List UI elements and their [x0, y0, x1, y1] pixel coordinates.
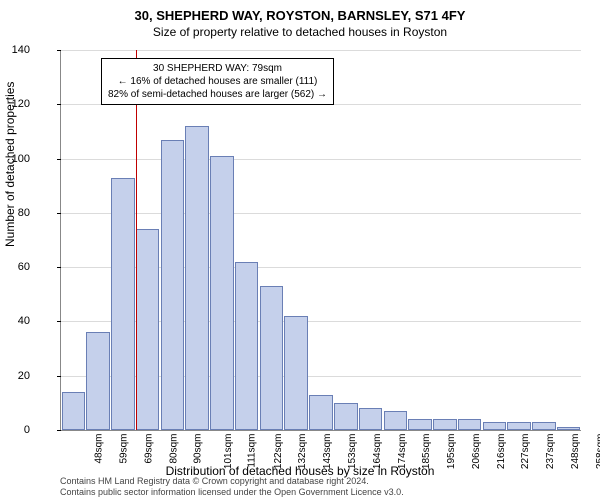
ytick-label: 60 [0, 261, 30, 273]
gridline [61, 50, 581, 51]
histogram-bar [483, 422, 507, 430]
histogram-bar [507, 422, 531, 430]
histogram-bar [309, 395, 333, 430]
ytick-mark [57, 159, 61, 160]
histogram-bar [557, 427, 581, 430]
annotation-line3: 82% of semi-detached houses are larger (… [108, 88, 327, 101]
histogram-bar [532, 422, 556, 430]
histogram-bar [458, 419, 482, 430]
chart-container: 30, SHEPHERD WAY, ROYSTON, BARNSLEY, S71… [0, 0, 600, 500]
histogram-bar [235, 262, 259, 430]
annotation-line2: ← 16% of detached houses are smaller (11… [108, 75, 327, 88]
histogram-bar [136, 229, 160, 430]
marker-line [136, 50, 137, 430]
chart-subtitle: Size of property relative to detached ho… [0, 23, 600, 39]
ytick-label: 120 [0, 98, 30, 110]
ytick-mark [57, 50, 61, 51]
ytick-mark [57, 321, 61, 322]
histogram-bar [284, 316, 308, 430]
histogram-bar [408, 419, 432, 430]
footer-line1: Contains HM Land Registry data © Crown c… [60, 476, 404, 487]
footer: Contains HM Land Registry data © Crown c… [60, 476, 404, 498]
gridline [61, 159, 581, 160]
histogram-bar [359, 408, 383, 430]
ytick-label: 80 [0, 207, 30, 219]
ytick-label: 140 [0, 44, 30, 56]
ytick-mark [57, 376, 61, 377]
xtick-label: 48sqm [94, 434, 105, 464]
ytick-label: 100 [0, 153, 30, 165]
histogram-bar [334, 403, 358, 430]
annotation-line1: 30 SHEPHERD WAY: 79sqm [108, 62, 327, 75]
histogram-bar [185, 126, 209, 430]
ytick-label: 40 [0, 315, 30, 327]
xtick-label: 59sqm [119, 434, 130, 464]
plot-area: 30 SHEPHERD WAY: 79sqm ← 16% of detached… [60, 50, 581, 431]
histogram-bar [210, 156, 234, 430]
histogram-bar [433, 419, 457, 430]
chart-title: 30, SHEPHERD WAY, ROYSTON, BARNSLEY, S71… [0, 0, 600, 23]
ytick-mark [57, 213, 61, 214]
ytick-mark [57, 267, 61, 268]
ytick-label: 0 [0, 424, 30, 436]
xtick-label: 90sqm [193, 434, 204, 464]
xtick-label: 69sqm [143, 434, 154, 464]
xtick-label: 80sqm [168, 434, 179, 464]
annotation-box: 30 SHEPHERD WAY: 79sqm ← 16% of detached… [101, 58, 334, 105]
histogram-bar [111, 178, 135, 430]
histogram-bar [86, 332, 110, 430]
ytick-mark [57, 104, 61, 105]
histogram-bar [260, 286, 284, 430]
xtick-label: 111sqm [247, 434, 258, 468]
histogram-bar [384, 411, 408, 430]
gridline [61, 213, 581, 214]
ytick-label: 20 [0, 370, 30, 382]
histogram-bar [62, 392, 86, 430]
footer-line2: Contains public sector information licen… [60, 487, 404, 498]
ytick-mark [57, 430, 61, 431]
histogram-bar [161, 140, 185, 430]
